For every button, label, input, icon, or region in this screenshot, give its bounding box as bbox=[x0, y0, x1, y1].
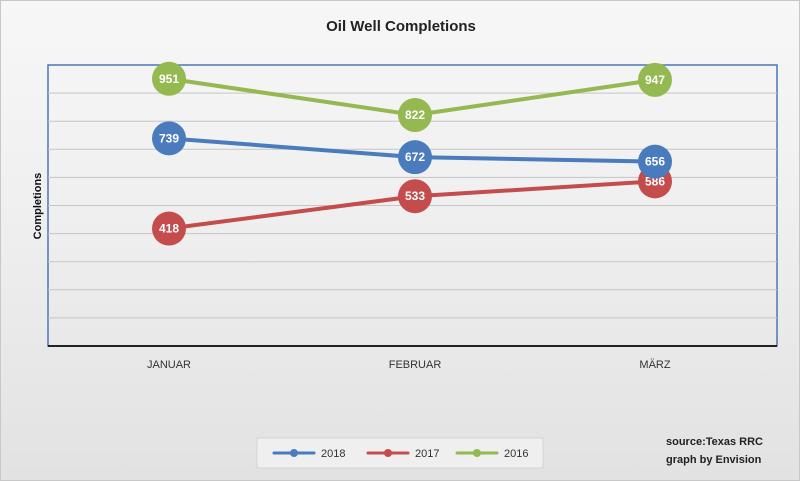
data-point-2017-februar bbox=[398, 179, 432, 214]
legend-marker-2016 bbox=[473, 449, 481, 457]
y-axis-label: Completions bbox=[32, 173, 44, 240]
data-point-2016-märz bbox=[638, 62, 672, 97]
data-label-2016-märz: 947 bbox=[645, 73, 665, 87]
x-tick-label-märz: MÄRZ bbox=[639, 359, 670, 371]
legend-marker-2017 bbox=[384, 449, 392, 457]
data-point-2016-januar bbox=[152, 61, 186, 96]
legend-marker-2018 bbox=[290, 449, 298, 457]
data-point-2018-februar bbox=[398, 140, 432, 175]
chart-title: Oil Well Completions bbox=[326, 18, 476, 35]
data-label-2018-februar: 672 bbox=[405, 150, 425, 164]
data-label-2016-februar: 822 bbox=[405, 108, 425, 122]
data-label-2018-januar: 739 bbox=[159, 131, 179, 145]
data-label-2018-märz: 656 bbox=[645, 155, 665, 169]
legend: 2018 2017 2016 bbox=[256, 437, 544, 469]
plot-area: JANUAR FEBRUAR MÄRZ 9518229474185335867396… bbox=[47, 61, 778, 371]
legend-label-2017: 2017 bbox=[415, 448, 439, 460]
data-point-2016-februar bbox=[398, 98, 432, 133]
data-label-2016-januar: 951 bbox=[159, 72, 179, 86]
legend-label-2016: 2016 bbox=[504, 448, 528, 460]
source-annotations: source:Texas RRC graph by Envision bbox=[666, 436, 763, 466]
credit-text: graph by Envision bbox=[666, 454, 762, 466]
legend-items: 2018 2017 2016 bbox=[272, 448, 528, 460]
data-label-2017-januar: 418 bbox=[159, 222, 179, 236]
x-tick-labels: JANUAR FEBRUAR MÄRZ bbox=[147, 359, 671, 371]
data-point-2018-märz bbox=[638, 144, 672, 179]
x-tick-label-januar: JANUAR bbox=[147, 359, 191, 371]
legend-label-2018: 2018 bbox=[321, 448, 345, 460]
data-point-2018-januar bbox=[152, 121, 186, 156]
source-text: source:Texas RRC bbox=[666, 436, 763, 448]
data-label-2017-februar: 533 bbox=[405, 189, 425, 203]
x-tick-label-februar: FEBRUAR bbox=[389, 359, 442, 371]
data-point-2017-januar bbox=[152, 211, 186, 246]
